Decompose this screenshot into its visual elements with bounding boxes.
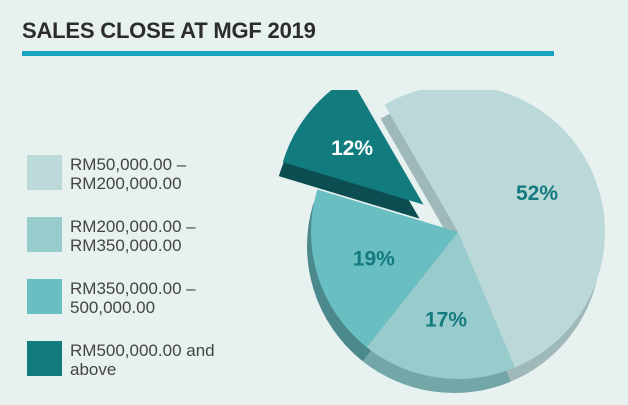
pie-slice xyxy=(311,189,458,348)
legend-swatch xyxy=(27,279,62,314)
legend-swatch xyxy=(27,341,62,376)
legend-label: RM350,000.00 – 500,000.00 xyxy=(70,279,196,317)
legend-item: RM350,000.00 – 500,000.00 xyxy=(27,279,257,319)
slice-value-label: 17% xyxy=(425,308,467,331)
pie-slice xyxy=(384,90,605,368)
legend-swatch xyxy=(27,155,62,190)
legend-label: RM200,000.00 – RM350,000.00 xyxy=(70,217,196,255)
slice-value-label: 19% xyxy=(353,247,395,270)
legend-item: RM200,000.00 – RM350,000.00 xyxy=(27,217,257,257)
chart-title: SALES CLOSE AT MGF 2019 xyxy=(22,18,316,43)
legend-label: RM50,000.00 – RM200,000.00 xyxy=(70,155,187,193)
pie-tops xyxy=(282,90,605,380)
slice-value-label: 12% xyxy=(331,137,373,160)
pie-slice xyxy=(366,232,515,380)
legend-label: RM500,000.00 and above xyxy=(70,341,215,379)
title-underline xyxy=(22,51,554,56)
pie-labels: 52% 17% 19% 12% xyxy=(331,137,558,331)
pie-chart: 52% 17% 19% 12% xyxy=(278,90,605,393)
legend-swatch xyxy=(27,217,62,252)
pie-slice xyxy=(282,90,424,205)
legend-item: RM500,000.00 and above xyxy=(27,341,257,381)
slice-value-label: 52% xyxy=(516,182,558,205)
legend-item: RM50,000.00 – RM200,000.00 xyxy=(27,155,257,195)
